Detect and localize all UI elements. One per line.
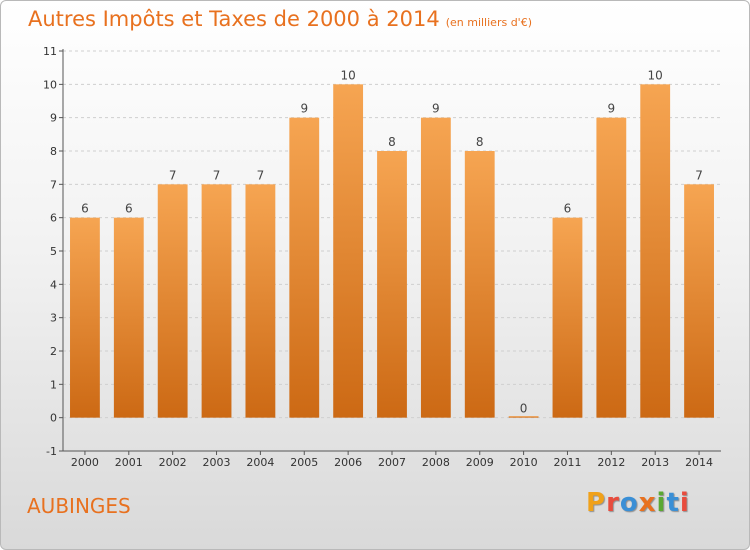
data-label-2011: 6 [564,202,572,216]
bar-2006 [333,84,364,418]
bar-2011 [552,217,583,418]
chart-title: Autres Impôts et Taxes de 2000 à 2014 (en… [28,7,532,31]
x-tick-label: 2008 [422,456,450,469]
logo-letter: i [656,488,667,518]
bar-2009 [464,151,495,418]
data-label-2010: 0 [520,402,528,416]
place-name: AUBINGES [27,494,131,518]
proxiti-logo[interactable]: Proxiti [586,488,690,518]
data-label-2000: 6 [81,202,89,216]
chart-subtitle: (en milliers d'€) [445,16,532,29]
x-tick-label: 2007 [378,456,406,469]
x-tick-label: 2006 [334,456,362,469]
data-label-2002: 7 [169,168,177,182]
bar-2000 [70,217,100,418]
data-labels: 6 6 7 7 7 9 10 8 9 8 0 6 9 10 7 [81,68,703,415]
x-tick-label: 2009 [466,456,494,469]
data-label-2013: 10 [648,68,663,82]
x-tick-label: 2010 [510,456,538,469]
data-label-2009: 8 [476,135,484,149]
y-tick-label: 5 [50,245,57,258]
data-label-2004: 7 [257,168,265,182]
y-tick-label: -1 [46,445,57,458]
logo-letter: P [586,488,607,518]
y-tick-label: 10 [43,78,57,91]
y-tick-label: 6 [50,212,57,225]
x-tick-label: 2001 [115,456,143,469]
y-tick-label: 0 [50,412,57,425]
x-tick-label: 2003 [203,456,231,469]
x-tick-label: 2000 [71,456,99,469]
x-tick-label: 2012 [597,456,625,469]
bar-2010 [508,416,539,418]
data-label-2006: 10 [340,68,355,82]
x-tick-label: 2011 [553,456,581,469]
y-tick-label: 8 [50,145,57,158]
bar-2008 [420,117,451,418]
logo-letter: t [666,488,680,518]
data-label-2007: 8 [388,135,396,149]
y-tick-label: 2 [50,345,57,358]
data-label-2014: 7 [695,168,703,182]
data-label-2003: 7 [213,168,221,182]
y-tick-label: 9 [50,112,57,125]
bar-2012 [596,117,627,418]
bar-2003 [201,184,232,418]
logo-letter: i [679,488,690,518]
bar-2002 [157,184,188,418]
y-tick-label: 3 [50,312,57,325]
y-tick-labels: -1 0 1 2 3 4 5 6 7 8 9 10 11 [43,45,57,458]
y-tick-label: 1 [50,378,57,391]
data-label-2001: 6 [125,202,133,216]
data-label-2008: 9 [432,102,440,116]
axes [59,49,721,455]
x-tick-label: 2014 [685,456,713,469]
bar-2013 [640,84,671,418]
logo-letter: o [619,488,639,518]
y-tick-label: 7 [50,178,57,191]
y-tick-label: 11 [43,45,57,58]
bar-2005 [289,117,320,418]
y-tick-label: 4 [50,278,57,291]
bar-2014 [684,184,714,418]
data-label-2005: 9 [300,102,308,116]
bars [70,84,714,418]
bar-2004 [245,184,276,418]
x-tick-labels: 2000 2001 2002 2003 2004 2005 2006 2007 2008 2009… [71,456,713,469]
x-tick-label: 2005 [290,456,318,469]
logo-letter: x [638,488,657,518]
chart-title-text: Autres Impôts et Taxes de 2000 à 2014 [28,7,440,31]
x-tick-label: 2002 [159,456,187,469]
bar-2001 [113,217,144,418]
x-tick-label: 2013 [641,456,669,469]
bar-2007 [377,151,407,418]
logo-letter: r [606,488,620,518]
x-tick-label: 2004 [246,456,274,469]
data-label-2012: 9 [608,102,616,116]
